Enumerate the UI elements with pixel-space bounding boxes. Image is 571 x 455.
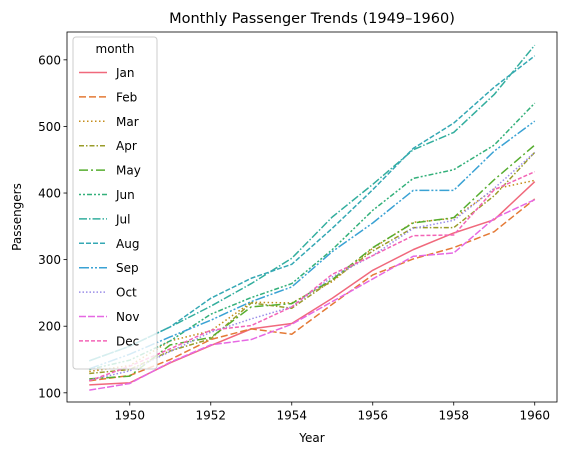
- legend-box: [72, 36, 158, 370]
- y-tick-label: 600: [38, 53, 61, 67]
- series-line-mar: [89, 179, 535, 373]
- series-line-sep: [89, 120, 536, 370]
- x-tick-label: 1960: [519, 409, 550, 423]
- legend-label-apr: Apr: [116, 139, 137, 153]
- x-tick-label: 1954: [276, 409, 307, 423]
- y-tick-label: 200: [38, 320, 61, 334]
- x-tick-label: 1950: [114, 409, 145, 423]
- x-axis-title: Year: [298, 431, 324, 445]
- legend-label-sep: Sep: [116, 261, 139, 275]
- legend-label-jan: Jan: [115, 66, 135, 80]
- legend-label-dec: Dec: [116, 334, 139, 348]
- y-tick-label: 500: [38, 120, 61, 134]
- series-line-apr: [89, 151, 536, 375]
- series-line-may: [89, 144, 536, 380]
- series-line-dec: [89, 171, 536, 382]
- series-line-feb: [89, 198, 536, 382]
- legend-label-may: May: [116, 164, 141, 178]
- series-lines: [89, 44, 536, 391]
- series-line-nov: [89, 199, 536, 391]
- legend-label-jul: Jul: [115, 212, 130, 226]
- y-axis: 100 200 300 400 500 600: [38, 53, 67, 400]
- legend: month Jan Feb Mar Apr May Jun Jul Aug Sep Oct Nov D…: [72, 36, 158, 370]
- x-tick-label: 1952: [195, 409, 226, 423]
- x-tick-label: 1956: [357, 409, 388, 423]
- legend-label-aug: Aug: [116, 237, 139, 251]
- legend-label-mar: Mar: [116, 115, 139, 129]
- legend-label-nov: Nov: [116, 310, 139, 324]
- series-line-jun: [89, 102, 536, 371]
- legend-label-jun: Jun: [115, 188, 135, 202]
- x-axis: 1950 1952 1954 1956 1958 1960: [114, 402, 550, 423]
- series-line-aug: [89, 55, 536, 362]
- legend-title: month: [96, 42, 135, 56]
- y-tick-label: 400: [38, 187, 61, 201]
- x-tick-label: 1958: [438, 409, 469, 423]
- legend-label-feb: Feb: [116, 90, 137, 104]
- chart-title: Monthly Passenger Trends (1949–1960): [169, 11, 455, 27]
- legend-label-oct: Oct: [116, 286, 137, 300]
- y-tick-label: 300: [38, 253, 61, 267]
- y-axis-title: Passengers: [10, 183, 24, 251]
- y-tick-label: 100: [38, 386, 61, 400]
